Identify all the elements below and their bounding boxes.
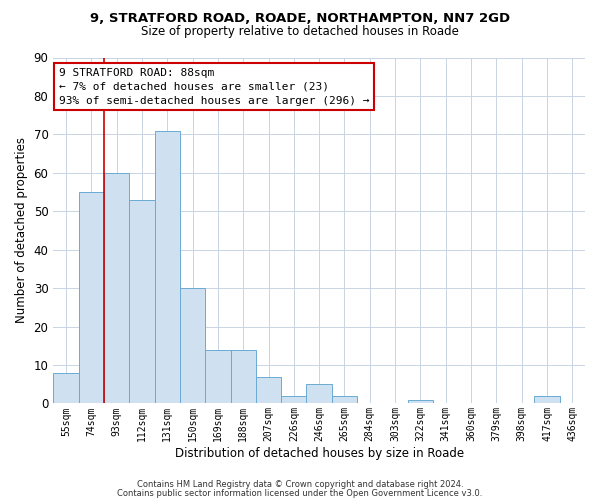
Bar bbox=[535, 396, 560, 404]
Bar bbox=[281, 396, 307, 404]
Bar bbox=[230, 350, 256, 404]
X-axis label: Distribution of detached houses by size in Roade: Distribution of detached houses by size … bbox=[175, 447, 464, 460]
Bar bbox=[180, 288, 205, 404]
Bar bbox=[256, 376, 281, 404]
Y-axis label: Number of detached properties: Number of detached properties bbox=[15, 138, 28, 324]
Bar bbox=[129, 200, 155, 404]
Text: 9, STRATFORD ROAD, ROADE, NORTHAMPTON, NN7 2GD: 9, STRATFORD ROAD, ROADE, NORTHAMPTON, N… bbox=[90, 12, 510, 26]
Bar bbox=[155, 130, 180, 404]
Text: Contains HM Land Registry data © Crown copyright and database right 2024.: Contains HM Land Registry data © Crown c… bbox=[137, 480, 463, 489]
Bar bbox=[104, 173, 129, 404]
Text: 9 STRATFORD ROAD: 88sqm
← 7% of detached houses are smaller (23)
93% of semi-det: 9 STRATFORD ROAD: 88sqm ← 7% of detached… bbox=[59, 68, 369, 106]
Text: Size of property relative to detached houses in Roade: Size of property relative to detached ho… bbox=[141, 25, 459, 38]
Bar bbox=[53, 372, 79, 404]
Bar bbox=[79, 192, 104, 404]
Bar bbox=[205, 350, 230, 404]
Bar bbox=[408, 400, 433, 404]
Bar bbox=[307, 384, 332, 404]
Text: Contains public sector information licensed under the Open Government Licence v3: Contains public sector information licen… bbox=[118, 490, 482, 498]
Bar bbox=[332, 396, 357, 404]
